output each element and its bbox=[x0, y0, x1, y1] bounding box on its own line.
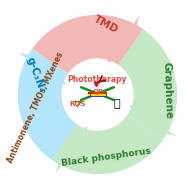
Polygon shape bbox=[18, 49, 77, 160]
Polygon shape bbox=[19, 53, 69, 88]
Bar bbox=[104, 94, 106, 96]
Polygon shape bbox=[126, 101, 176, 136]
Bar bbox=[98, 94, 99, 96]
Text: Graphene: Graphene bbox=[161, 62, 174, 120]
Polygon shape bbox=[19, 53, 69, 88]
Polygon shape bbox=[56, 123, 91, 173]
Polygon shape bbox=[104, 16, 139, 66]
Bar bbox=[95, 94, 97, 96]
Bar bbox=[88, 94, 107, 97]
Bar bbox=[102, 94, 104, 96]
Bar bbox=[93, 94, 95, 96]
Bar bbox=[88, 94, 90, 96]
Text: QD: QD bbox=[92, 89, 104, 95]
Text: g-C₃N₄: g-C₃N₄ bbox=[24, 55, 46, 94]
Text: ROS: ROS bbox=[69, 101, 86, 108]
Circle shape bbox=[63, 60, 132, 129]
Polygon shape bbox=[32, 15, 143, 74]
Text: TMD: TMD bbox=[92, 14, 120, 36]
Text: Antimonene, TMOs, MXenes: Antimonene, TMOs, MXenes bbox=[5, 51, 65, 165]
Polygon shape bbox=[52, 115, 163, 174]
Bar bbox=[91, 94, 93, 96]
Text: 🔥: 🔥 bbox=[113, 99, 120, 109]
Bar bbox=[100, 94, 102, 96]
Text: Black phosphorus: Black phosphorus bbox=[61, 147, 152, 168]
Polygon shape bbox=[118, 29, 177, 140]
Bar bbox=[88, 92, 107, 94]
Text: Phototherapy: Phototherapy bbox=[68, 75, 127, 84]
Polygon shape bbox=[18, 49, 77, 160]
